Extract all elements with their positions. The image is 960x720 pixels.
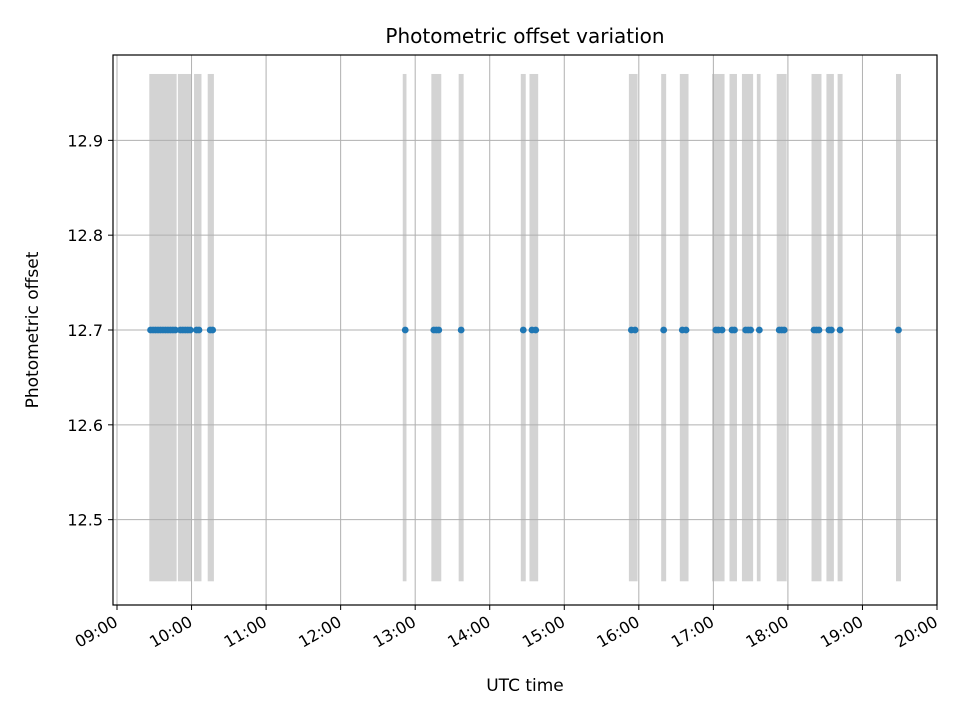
chart-title: Photometric offset variation (385, 24, 664, 48)
data-point (532, 326, 540, 334)
data-point (780, 326, 788, 334)
grid-lines (113, 55, 938, 605)
y-axis-label: Photometric offset (23, 251, 43, 408)
data-points (147, 326, 902, 334)
data-point (755, 326, 763, 334)
data-point (895, 326, 902, 334)
data-point (682, 326, 690, 334)
data-point (171, 326, 179, 334)
data-point (209, 326, 217, 334)
data-point (718, 326, 726, 334)
y-tick-label: 12.9 (67, 131, 103, 150)
x-axis-label: UTC time (486, 676, 564, 696)
data-point (519, 326, 527, 334)
data-point (827, 326, 835, 334)
y-tick-label: 12.7 (67, 321, 103, 340)
data-point (435, 326, 443, 334)
data-point (195, 326, 203, 334)
data-point (747, 326, 755, 334)
data-point (401, 326, 409, 334)
y-tick-label: 12.8 (67, 226, 103, 245)
y-tick-label: 12.6 (67, 416, 103, 435)
data-point (731, 326, 738, 334)
data-point (631, 326, 639, 334)
data-point (815, 326, 823, 334)
data-point (660, 326, 668, 334)
data-point (836, 326, 844, 334)
y-tick-label: 12.5 (67, 511, 103, 530)
data-point (186, 326, 194, 334)
data-point (457, 326, 465, 334)
